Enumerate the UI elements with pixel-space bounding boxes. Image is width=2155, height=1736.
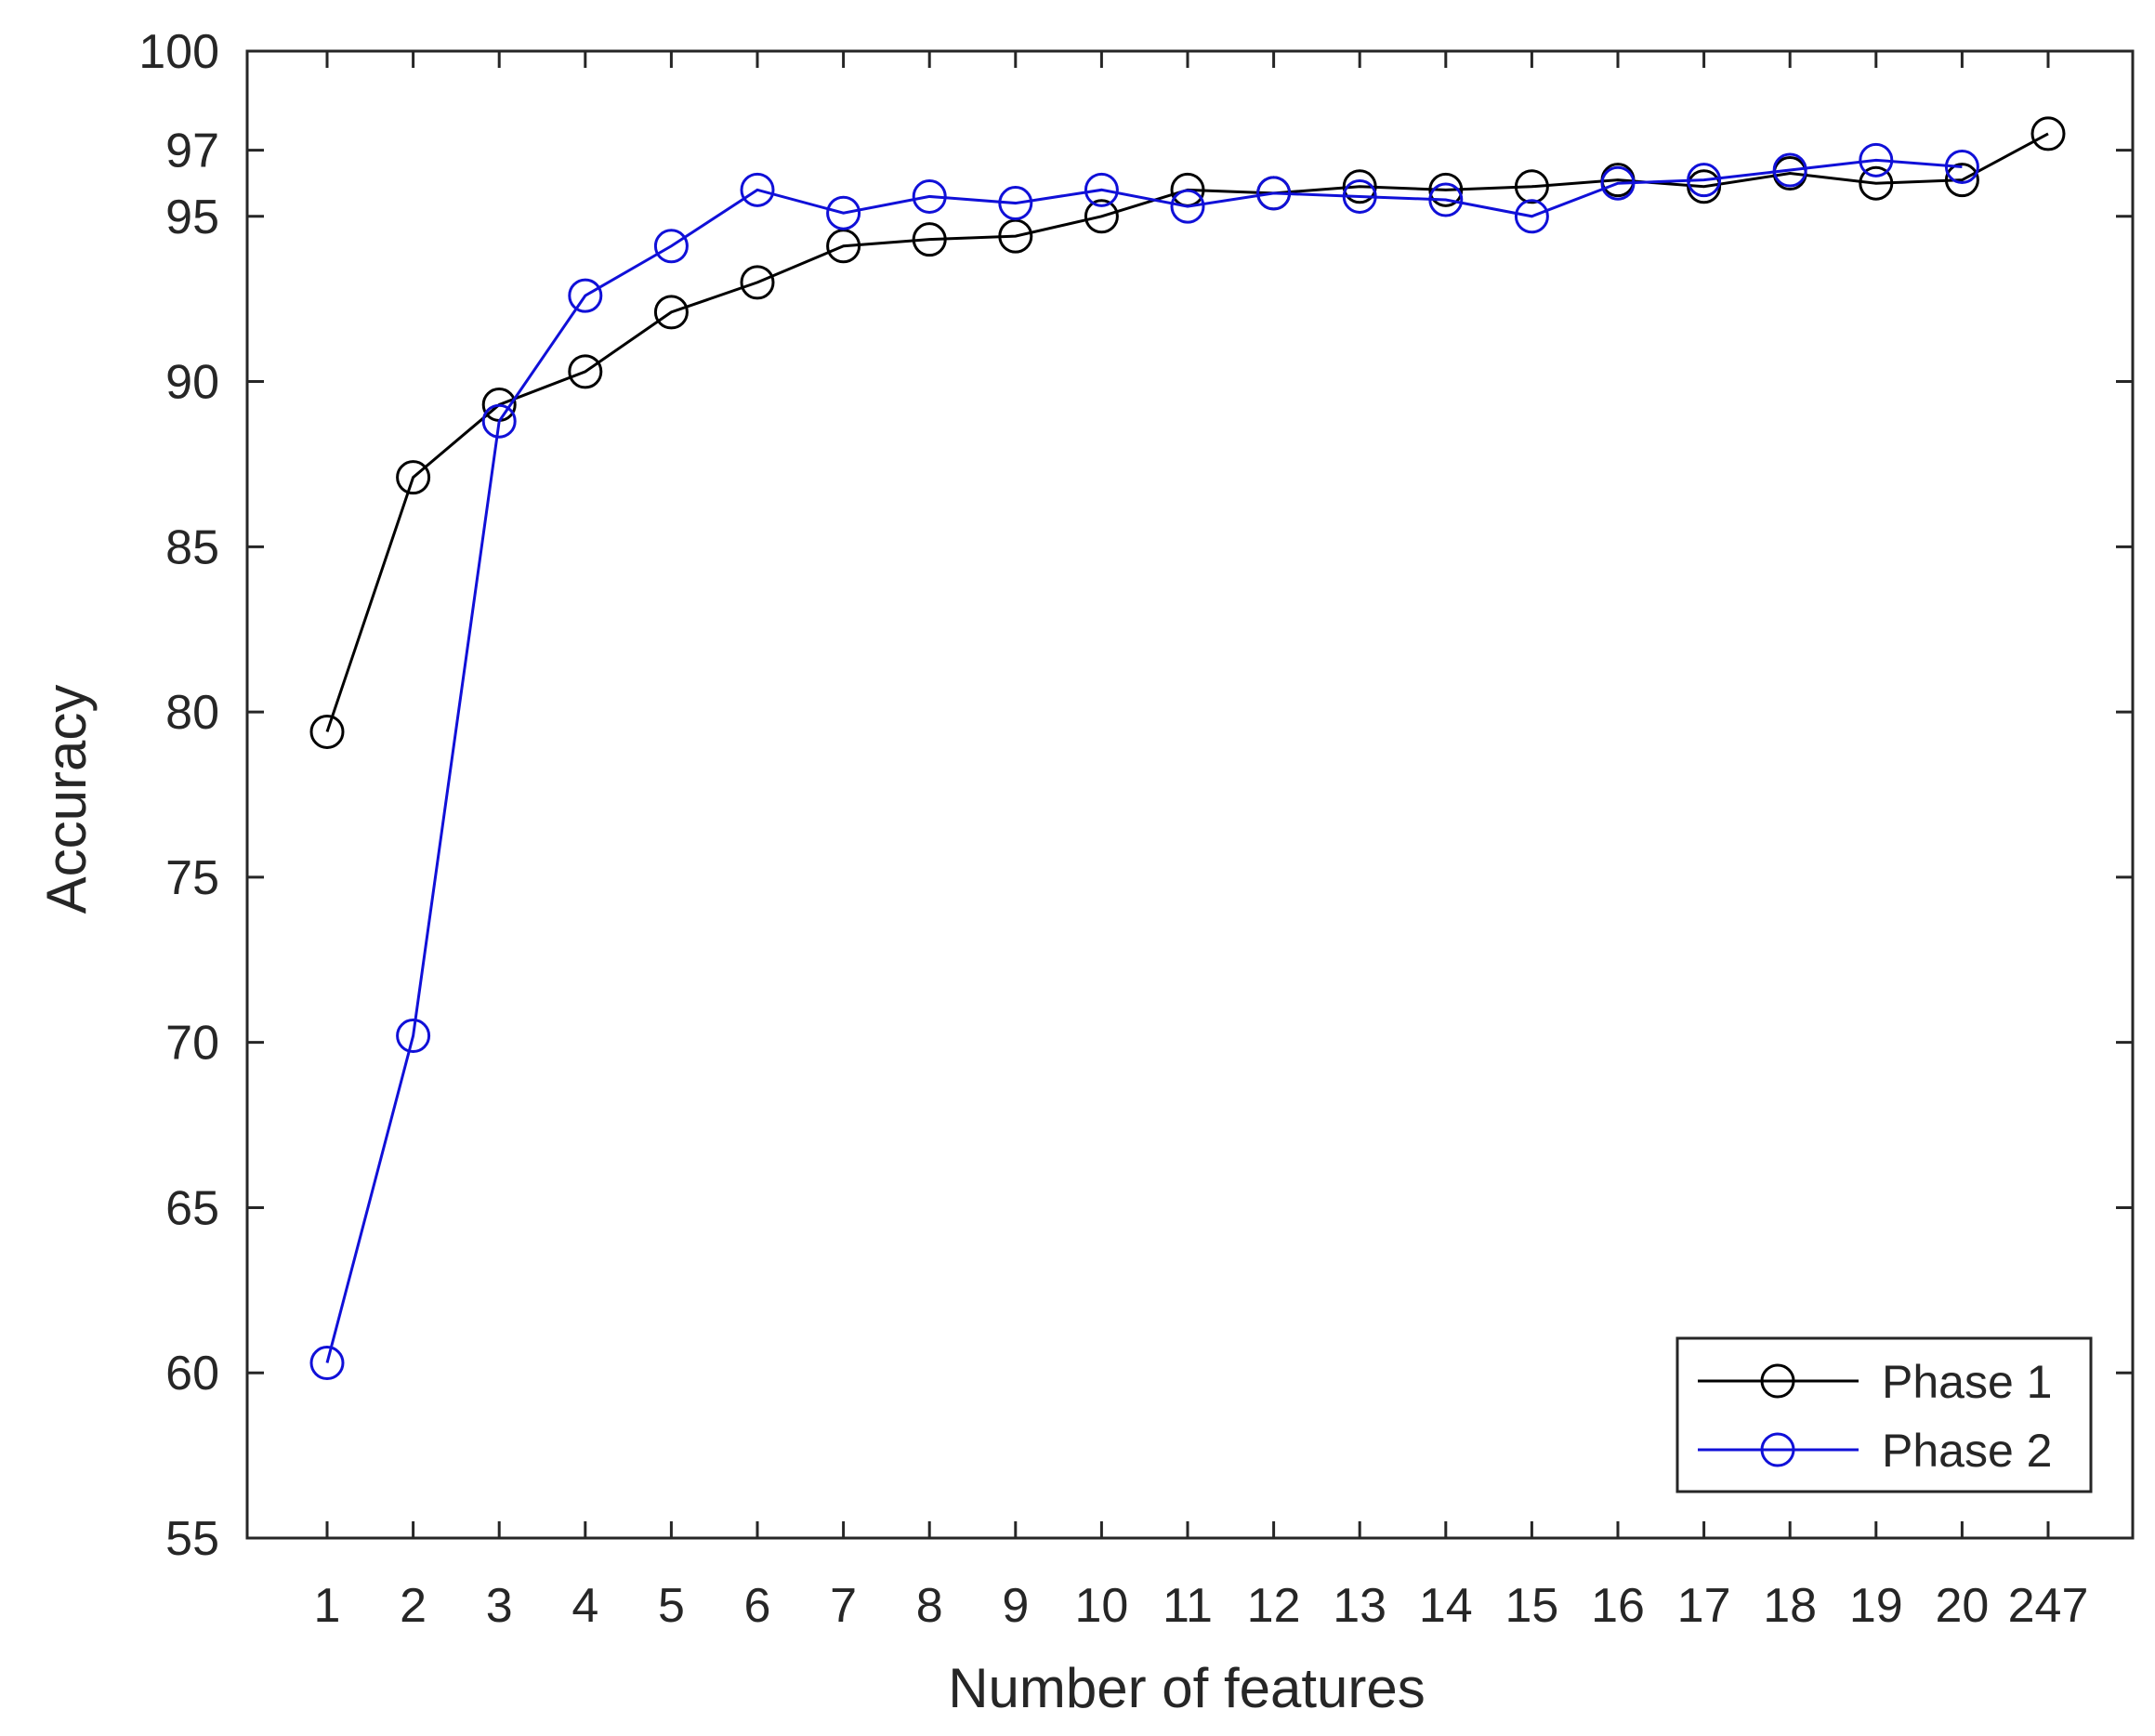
data-point <box>396 460 431 495</box>
x-tick-label: 6 <box>744 1579 771 1633</box>
x-tick-label: 4 <box>572 1579 598 1633</box>
y-tick-label: 90 <box>165 356 219 410</box>
x-tick-label: 247 <box>2008 1579 2089 1633</box>
x-tick-label: 17 <box>1677 1579 1731 1633</box>
x-tick-label: 18 <box>1763 1579 1817 1633</box>
data-point <box>998 218 1033 254</box>
x-tick-label: 5 <box>658 1579 685 1633</box>
data-point <box>1342 178 1377 214</box>
data-point <box>1514 169 1549 204</box>
x-tick-label: 10 <box>1074 1579 1128 1633</box>
data-point <box>740 265 775 300</box>
x-tick-label: 20 <box>1935 1579 1989 1633</box>
x-tick-label: 19 <box>1849 1579 1903 1633</box>
x-tick-label: 14 <box>1419 1579 1473 1633</box>
data-point <box>1600 165 1636 201</box>
data-point <box>912 178 947 214</box>
data-point <box>1342 169 1377 204</box>
y-tick-label: 95 <box>165 191 219 244</box>
data-point <box>2030 116 2066 151</box>
x-axis-label: Number of features <box>948 1657 1426 1719</box>
x-tick-label: 2 <box>400 1579 427 1633</box>
data-point <box>1944 149 1979 184</box>
data-point <box>1944 163 1979 198</box>
legend-marker <box>1760 1363 1795 1399</box>
y-tick-label: 80 <box>165 686 219 740</box>
x-tick-label: 15 <box>1505 1579 1558 1633</box>
legend-label: Phase 1 <box>1882 1356 2052 1408</box>
y-tick-label: 60 <box>165 1347 219 1401</box>
data-point <box>309 1346 345 1381</box>
legend-box <box>1675 1336 2093 1493</box>
data-point <box>1772 152 1807 188</box>
y-tick-label: 70 <box>165 1017 219 1071</box>
x-axis: 1 2 3 4 5 6 7 8 9 10 11 12 13 14 15 16 17 18 19 20 247 <box>314 51 2089 1633</box>
data-point <box>1084 172 1119 207</box>
data-point <box>396 1019 431 1054</box>
data-point <box>568 278 603 313</box>
plot-frame <box>245 49 2135 1540</box>
y-tick-label: 100 <box>138 25 219 79</box>
y-tick-label: 65 <box>165 1181 219 1235</box>
data-point <box>653 229 689 264</box>
legend: Phase 1 Phase 2 <box>1675 1336 2093 1493</box>
x-tick-label: 3 <box>486 1579 513 1633</box>
data-point <box>309 714 345 749</box>
data-point <box>481 403 517 439</box>
legend-marker <box>1760 1432 1795 1467</box>
y-tick-label: 75 <box>165 851 219 905</box>
data-point <box>1428 182 1464 217</box>
data-point <box>1084 199 1119 234</box>
data-point <box>1859 142 1894 178</box>
x-tick-label: 12 <box>1247 1579 1301 1633</box>
x-tick-label: 1 <box>314 1579 341 1633</box>
data-point <box>740 172 775 207</box>
data-point <box>1514 199 1549 234</box>
data-point <box>653 295 689 330</box>
series-layer <box>309 116 2066 1381</box>
y-tick-label: 97 <box>165 125 219 178</box>
x-tick-label: 11 <box>1163 1579 1213 1633</box>
data-point <box>912 222 947 257</box>
data-point <box>1859 165 1894 201</box>
y-axis-label: Accuracy <box>35 685 98 914</box>
data-point <box>1170 189 1205 224</box>
x-tick-label: 9 <box>1002 1579 1029 1633</box>
y-tick-label: 85 <box>165 520 219 574</box>
x-tick-label: 7 <box>830 1579 857 1633</box>
x-tick-label: 13 <box>1333 1579 1386 1633</box>
data-point <box>826 195 861 230</box>
data-point <box>1256 176 1292 211</box>
plot-area <box>245 49 2135 1540</box>
x-tick-label: 8 <box>916 1579 943 1633</box>
data-point <box>1428 172 1464 207</box>
data-point <box>826 229 861 264</box>
legend-label: Phase 2 <box>1882 1425 2052 1477</box>
series-2 <box>309 142 1979 1381</box>
x-tick-label: 16 <box>1591 1579 1645 1633</box>
data-point <box>568 354 603 389</box>
y-axis: 55 60 65 70 75 80 85 90 95 97 100 <box>138 25 2133 1566</box>
data-point <box>998 186 1033 221</box>
y-tick-label: 55 <box>165 1512 219 1566</box>
data-point <box>1687 163 1722 198</box>
